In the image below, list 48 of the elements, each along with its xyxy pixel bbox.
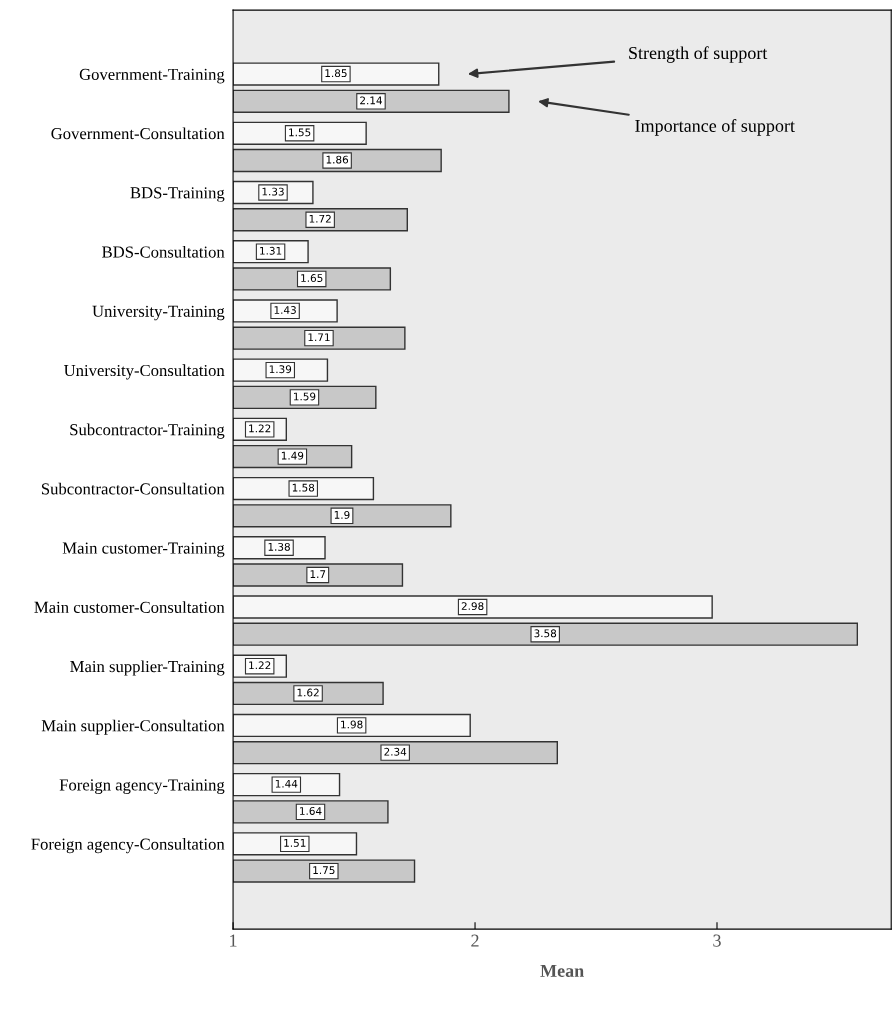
data-label: 1.22: [249, 661, 271, 670]
x-tick-label: 3: [713, 934, 721, 947]
data-label: 1.64: [300, 807, 322, 815]
data-label: 2.14: [360, 96, 382, 105]
data-label: 3.58: [534, 629, 557, 638]
y-tick-label: Main customer-Consultation: [34, 601, 225, 613]
data-label: 1.98: [341, 720, 363, 729]
y-tick-label: University-Consultation: [63, 364, 225, 380]
y-tick-label: Foreign agency-Training: [59, 779, 225, 794]
y-tick-label: Government-Consultation: [51, 127, 225, 140]
data-label: 1.7: [310, 570, 326, 578]
y-tick-label: Subcontractor-Consultation: [41, 482, 225, 495]
data-label: 1.33: [262, 187, 284, 196]
x-tick-label: 1: [230, 934, 237, 947]
data-label: 1.51: [284, 839, 306, 847]
data-label: 1.44: [275, 779, 298, 788]
data-label: 1.86: [326, 155, 349, 164]
y-tick-label: Subcontractor-Training: [70, 423, 225, 439]
data-label: 1.75: [313, 866, 335, 875]
data-label: 1.72: [309, 214, 331, 223]
data-label: 1.62: [297, 688, 319, 697]
data-label: 1.58: [292, 483, 315, 492]
data-label: 1.43: [274, 306, 296, 314]
data-label: 1.65: [301, 274, 323, 282]
y-tick-label: BDS-Training: [130, 187, 225, 202]
data-label: 2.34: [384, 747, 407, 756]
y-tick-label: BDS-Consultation: [102, 245, 225, 258]
data-label: 1.71: [308, 333, 330, 342]
y-tick-label: Main supplier-Consultation: [41, 719, 225, 735]
data-label: 1.39: [269, 365, 292, 374]
y-tick-label: Main supplier-Training: [70, 660, 225, 676]
data-label: 1.55: [289, 128, 311, 137]
data-label: 1.22: [249, 424, 271, 433]
data-label: 2.98: [461, 602, 484, 611]
x-tick-label: 2: [471, 934, 479, 947]
data-label: 1.85: [325, 69, 347, 78]
y-tick-label: Foreign agency-Consultation: [31, 838, 225, 854]
text: Importance of support: [635, 119, 795, 136]
y-tick-label: Government-Training: [79, 68, 225, 84]
data-label: 1.38: [268, 542, 290, 551]
y-tick-label: University-Training: [92, 305, 225, 321]
data-label: 1.31: [260, 246, 282, 255]
y-tick-label: Main customer-Training: [62, 542, 225, 558]
data-label: 1.49: [281, 451, 304, 460]
data-label: 1.59: [294, 392, 316, 401]
x-axis-title: Mean: [540, 964, 584, 977]
text: Strength of support: [629, 46, 768, 63]
data-label: 1.9: [334, 510, 350, 519]
